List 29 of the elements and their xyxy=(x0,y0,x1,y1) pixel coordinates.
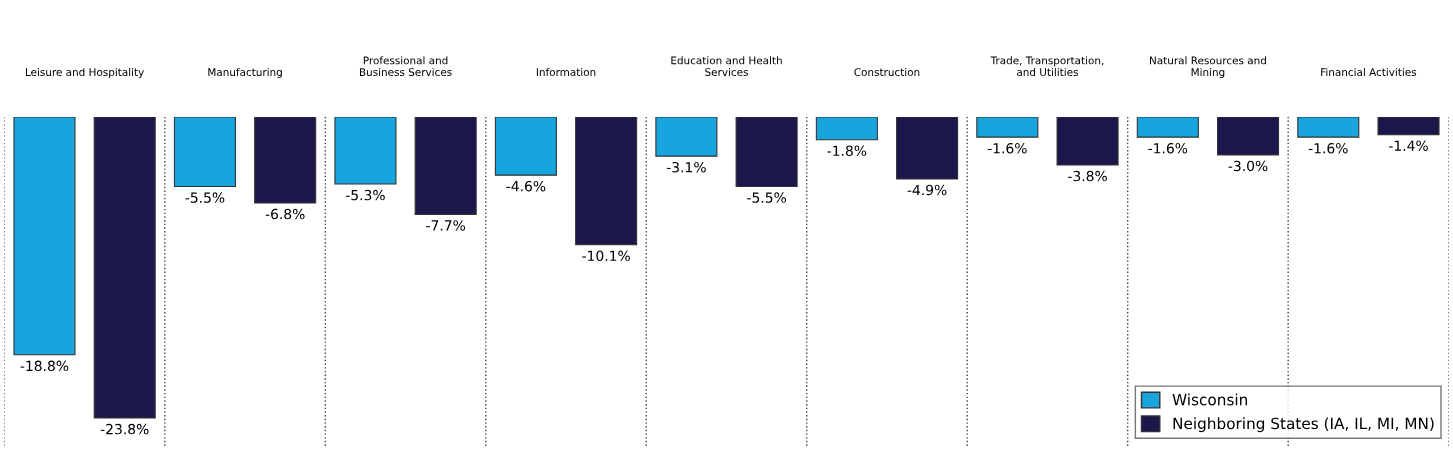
x-tick-label: Manufacturing xyxy=(208,67,282,79)
data-label: -1.8% xyxy=(827,145,867,157)
data-label: -18.8% xyxy=(20,360,69,372)
data-label: -3.1% xyxy=(666,161,706,173)
data-label: -1.4% xyxy=(1389,140,1428,151)
data-label: -7.7% xyxy=(426,220,466,231)
legend-label: Neighboring States (IA, IL, MI, MN) xyxy=(1173,417,1434,433)
data-label: -3.8% xyxy=(1068,170,1107,182)
x-tick-label: Natural Resources and Mining xyxy=(1150,56,1266,79)
x-tick-label: Financial Activities xyxy=(1321,67,1417,77)
x-tick-label: Education and Health Services xyxy=(671,56,782,77)
x-tick-label: Trade, Transportation, and Utilities xyxy=(990,56,1104,77)
x-tick-label: Information xyxy=(536,67,596,77)
legend-label: Wisconsin xyxy=(1172,393,1248,406)
x-tick-label: Professional and Business Services xyxy=(359,56,452,77)
data-label: -10.1% xyxy=(582,250,630,262)
data-label: -5.5% xyxy=(747,192,786,203)
data-label: -1.6% xyxy=(1308,142,1348,154)
data-label: -3.0% xyxy=(1228,160,1268,172)
data-label: -6.8% xyxy=(265,208,305,220)
data-label: -1.6% xyxy=(987,142,1027,154)
x-tick-label: Leisure and Hospitality xyxy=(25,67,144,79)
data-label: -4.6% xyxy=(506,180,546,192)
data-label: -23.8% xyxy=(100,423,149,435)
data-label: -4.9% xyxy=(907,184,947,196)
data-label: -5.3% xyxy=(345,189,385,201)
data-label: -1.6% xyxy=(1148,142,1188,154)
data-label: -5.5% xyxy=(185,192,225,203)
x-tick-label: Construction xyxy=(854,67,920,77)
